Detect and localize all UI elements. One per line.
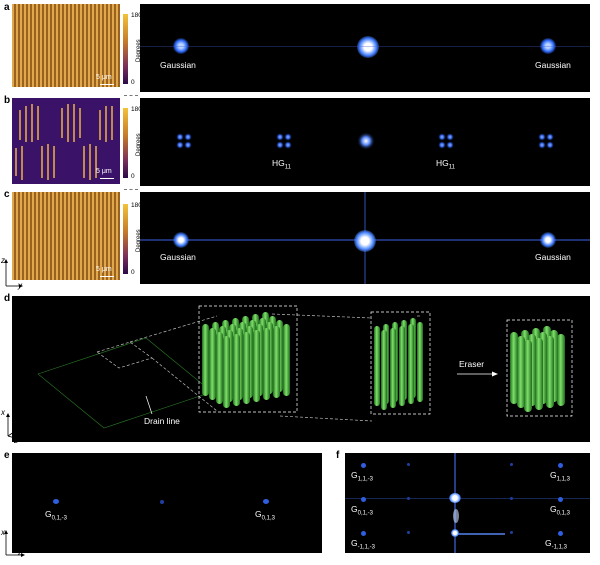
dash-bc xyxy=(124,189,138,190)
diffraction-e: G0,1,-3 G0,1,3 xyxy=(12,453,322,553)
label-g-1-1-m3: G1,1,-3 xyxy=(351,470,373,483)
colorbar-c xyxy=(123,204,128,274)
cbar-min-a: 0 xyxy=(131,79,135,86)
micrograph-a xyxy=(12,4,120,87)
axis-x-bottom: x xyxy=(1,528,5,537)
eraser-label: Eraser xyxy=(459,359,485,369)
scalebar-a xyxy=(100,84,114,85)
label-gaussian-right-c: Gaussian xyxy=(535,252,571,262)
pillar-block-1 xyxy=(198,305,298,413)
panel-letter-d: d xyxy=(4,293,11,304)
panel-letter-f: f xyxy=(336,450,340,461)
diffraction-c: Gaussian Gaussian xyxy=(140,192,590,284)
micrograph-b xyxy=(12,98,120,184)
scale-label-a: 5 μm xyxy=(96,74,112,81)
label-hg-right-b: HG11 xyxy=(436,158,455,171)
cbar-min-c: 0 xyxy=(131,269,135,276)
panel-letter-b: b xyxy=(4,95,11,106)
panel-letter-a: a xyxy=(4,2,10,13)
scale-label-b: 5 μm xyxy=(96,168,112,175)
pillar-array xyxy=(37,325,213,429)
drain-line-label: Drain line xyxy=(144,416,180,426)
label-hg-left-b: HG11 xyxy=(272,158,291,171)
scale-label-c: 5 μm xyxy=(96,266,112,273)
colorbar-b xyxy=(123,108,128,178)
panel-letter-e: e xyxy=(4,450,10,461)
label-g-m1-1-3: G-1,1,3 xyxy=(545,538,567,551)
axis-y-d: y xyxy=(20,424,24,433)
cbar-max-c: 180 xyxy=(131,202,142,209)
label-gaussian-left-c: Gaussian xyxy=(160,252,196,262)
pillar-block-2 xyxy=(370,311,431,415)
cbar-max-a: 180 xyxy=(131,12,142,19)
label-g-0-1-m3: G0,1,-3 xyxy=(351,504,373,517)
axis-x-d: x xyxy=(1,408,5,417)
label-gaussian-left-a: Gaussian xyxy=(160,60,196,70)
label-g-right-e: G0,1,3 xyxy=(255,509,275,522)
label-g-left-e: G0,1,-3 xyxy=(45,509,67,522)
diffraction-b: HG11 HG11 xyxy=(140,98,590,186)
diffraction-a: Gaussian Gaussian xyxy=(140,4,590,92)
pillar-block-3 xyxy=(506,319,573,417)
axis-z-d: z xyxy=(14,436,18,445)
axes-bottom-icon xyxy=(4,530,25,557)
colorbar-a xyxy=(123,14,128,84)
panel-letter-c: c xyxy=(4,189,10,200)
cbar-max-b: 180 xyxy=(131,106,142,113)
micrograph-c xyxy=(12,192,120,280)
schematic-d: Eraser Drain line xyxy=(12,296,590,442)
label-g-0-1-3: G0,1,3 xyxy=(550,504,570,517)
axis-z-top: z xyxy=(1,256,5,265)
dash-ab xyxy=(124,95,138,96)
label-g-1-1-3: G1,1,3 xyxy=(550,470,570,483)
axis-y-top: y xyxy=(18,281,22,290)
diffraction-f: G1,1,-3 G1,1,3 G0,1,-3 G0,1,3 G-1,1,-3 G… xyxy=(345,453,590,553)
axis-z-bottom: z xyxy=(18,548,22,557)
axes-d-icon xyxy=(6,413,23,441)
scalebar-c xyxy=(100,276,114,277)
axes-top-icon xyxy=(4,259,23,288)
label-g-m1-1-m3: G-1,1,-3 xyxy=(351,538,375,551)
scalebar-b xyxy=(100,178,114,179)
cbar-min-b: 0 xyxy=(131,173,135,180)
label-gaussian-right-a: Gaussian xyxy=(535,60,571,70)
